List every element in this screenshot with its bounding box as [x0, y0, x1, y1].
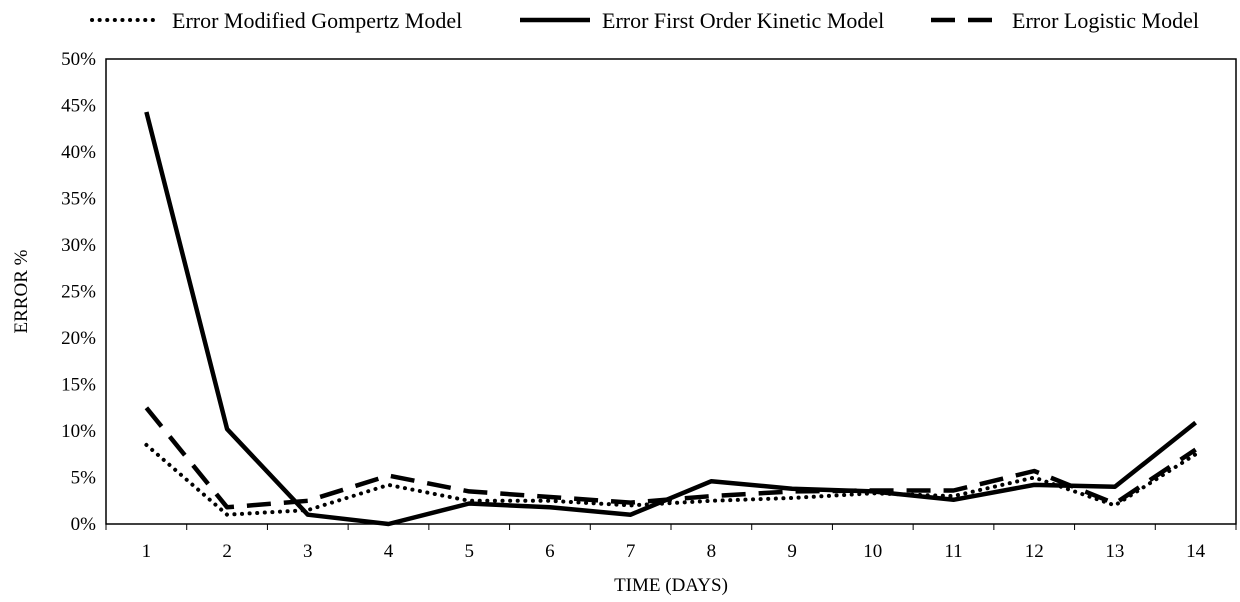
x-tick-label: 1: [142, 541, 152, 562]
legend: Error Modified Gompertz Model Error First…: [90, 8, 1199, 33]
y-tick-label: 45%: [61, 96, 96, 117]
y-tick-label: 35%: [61, 189, 96, 210]
x-axis: 1 2 3 4 5 6 7 8 9 10 11 12 13 14: [105, 524, 1237, 562]
y-axis-title: ERROR %: [11, 249, 32, 333]
y-tick-label: 20%: [61, 328, 96, 349]
x-tick-label: 11: [944, 541, 962, 562]
legend-label: Error Modified Gompertz Model: [172, 8, 462, 33]
y-tick-label: 10%: [61, 421, 96, 442]
plot-area-frame: [105, 58, 1237, 525]
series-line-dotted: [144, 442, 1198, 517]
legend-label: Error Logistic Model: [1012, 8, 1199, 33]
x-tick-label: 3: [303, 541, 313, 562]
x-axis-title: TIME (DAYS): [614, 575, 728, 596]
x-tick-label: 14: [1186, 541, 1206, 562]
x-tick-label: 8: [707, 541, 717, 562]
y-tick-label: 15%: [61, 375, 96, 396]
series-line-dashed: [144, 406, 1197, 510]
y-tick-label: 30%: [61, 235, 96, 256]
y-tick-label: 5%: [71, 468, 97, 489]
series-line-solid: [144, 111, 1198, 527]
x-tick-label: 12: [1025, 541, 1044, 562]
x-tick-label: 2: [222, 541, 232, 562]
x-tick-label: 9: [787, 541, 797, 562]
x-tick-label: 6: [545, 541, 555, 562]
x-tick-label: 10: [863, 541, 882, 562]
legend-label: Error First Order Kinetic Model: [602, 8, 884, 33]
y-tick-label: 0%: [71, 514, 97, 535]
y-tick-label: 50%: [61, 49, 96, 70]
x-tick-label: 4: [384, 541, 394, 562]
x-tick-label: 13: [1105, 541, 1124, 562]
x-tick-label: 7: [626, 541, 636, 562]
y-tick-label: 25%: [61, 282, 96, 303]
series-layer: [144, 111, 1198, 527]
y-axis: 0% 5% 10% 15% 20% 25% 30% 35% 40% 45% 50%: [61, 49, 96, 535]
x-tick-label: 5: [464, 541, 474, 562]
y-tick-label: 40%: [61, 142, 96, 163]
